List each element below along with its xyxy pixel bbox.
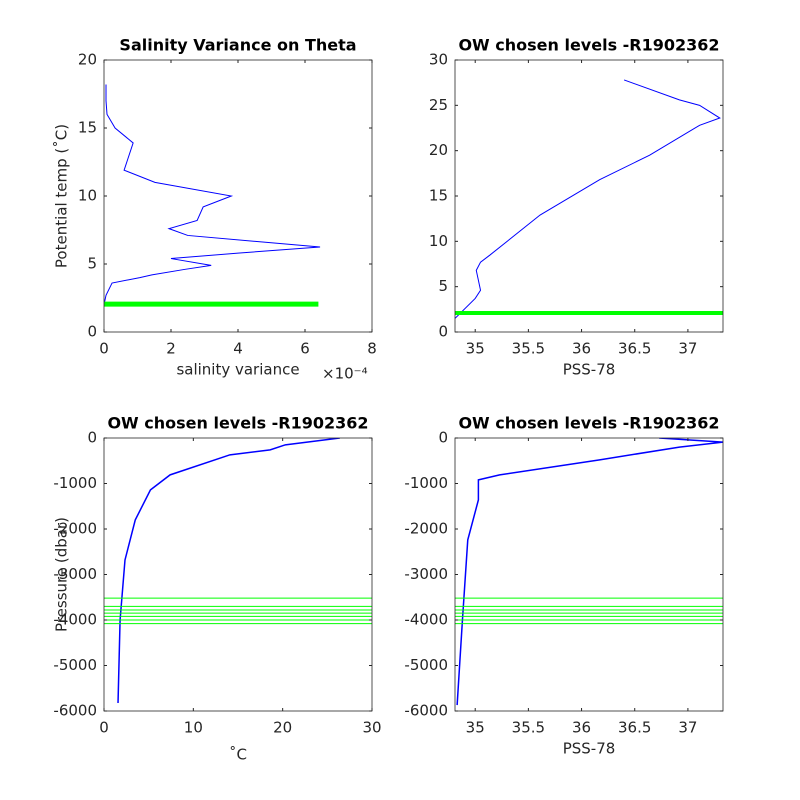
y-tick-label: 20 [429, 141, 448, 159]
y-tick-label: -2000 [53, 520, 97, 538]
y-tick-label: -5000 [53, 656, 97, 674]
x-tick-label: 6 [300, 340, 310, 358]
y-tick-label: -4000 [404, 611, 448, 629]
x-tick-label: 37 [678, 340, 697, 358]
data-line [117, 438, 340, 704]
y-tick-label: 0 [87, 323, 97, 341]
chart-title: Salinity Variance on Theta [119, 36, 356, 55]
x-axis-label: salinity variance [176, 361, 299, 379]
x-tick-label: 35 [466, 340, 485, 358]
data-line [455, 79, 721, 319]
y-tick-label: 20 [78, 51, 97, 69]
x-tick-label: 0 [99, 719, 109, 737]
x-exponent-label: ×10⁻⁴ [322, 365, 368, 383]
x-tick-label: 2 [166, 340, 176, 358]
y-tick-label: 10 [429, 232, 448, 250]
x-axis-label: ˚C [229, 746, 247, 764]
x-tick-label: 30 [362, 719, 381, 737]
x-tick-label: 35.5 [512, 719, 545, 737]
x-axis-label: PSS-78 [563, 361, 616, 379]
y-tick-label: 0 [438, 323, 448, 341]
y-axis-label: Pressure (dbar) [53, 517, 71, 632]
x-tick-label: 10 [184, 719, 203, 737]
x-tick-label: 36 [572, 719, 591, 737]
x-tick-label: 4 [233, 340, 243, 358]
y-tick-label: 0 [438, 429, 448, 447]
data-line [456, 438, 723, 706]
y-tick-label: -1000 [404, 474, 448, 492]
y-axis-label: Potential temp (˚C) [53, 124, 71, 268]
y-tick-label: 15 [78, 119, 97, 137]
y-tick-label: -4000 [53, 611, 97, 629]
y-tick-label: -3000 [53, 565, 97, 583]
axes-box [103, 437, 373, 712]
x-axis-label: PSS-78 [563, 740, 616, 758]
axes-box [103, 59, 373, 333]
x-tick-label: 36 [572, 340, 591, 358]
chart-title: OW chosen levels -R1902362 [458, 414, 719, 433]
y-tick-label: -1000 [53, 474, 97, 492]
y-tick-label: -6000 [53, 702, 97, 720]
chart-title: OW chosen levels -R1902362 [107, 414, 368, 433]
y-tick-label: -2000 [404, 520, 448, 538]
y-tick-label: 5 [438, 277, 448, 295]
y-tick-label: -5000 [404, 656, 448, 674]
x-tick-label: 0 [99, 340, 109, 358]
x-tick-label: 35 [466, 719, 485, 737]
y-tick-label: 5 [87, 255, 97, 273]
y-tick-label: 25 [429, 96, 448, 114]
y-tick-label: 10 [78, 187, 97, 205]
x-tick-label: 20 [273, 719, 292, 737]
axes-box [454, 437, 724, 712]
y-tick-label: -3000 [404, 565, 448, 583]
x-tick-label: 35.5 [512, 340, 545, 358]
x-tick-label: 36.5 [618, 719, 651, 737]
x-tick-label: 8 [367, 340, 377, 358]
chart-title: OW chosen levels -R1902362 [458, 36, 719, 55]
data-line [104, 84, 321, 305]
y-tick-label: 15 [429, 187, 448, 205]
y-tick-label: 30 [429, 51, 448, 69]
x-tick-label: 36.5 [618, 340, 651, 358]
x-tick-label: 37 [678, 719, 697, 737]
y-tick-label: -6000 [404, 702, 448, 720]
y-tick-label: 0 [87, 429, 97, 447]
